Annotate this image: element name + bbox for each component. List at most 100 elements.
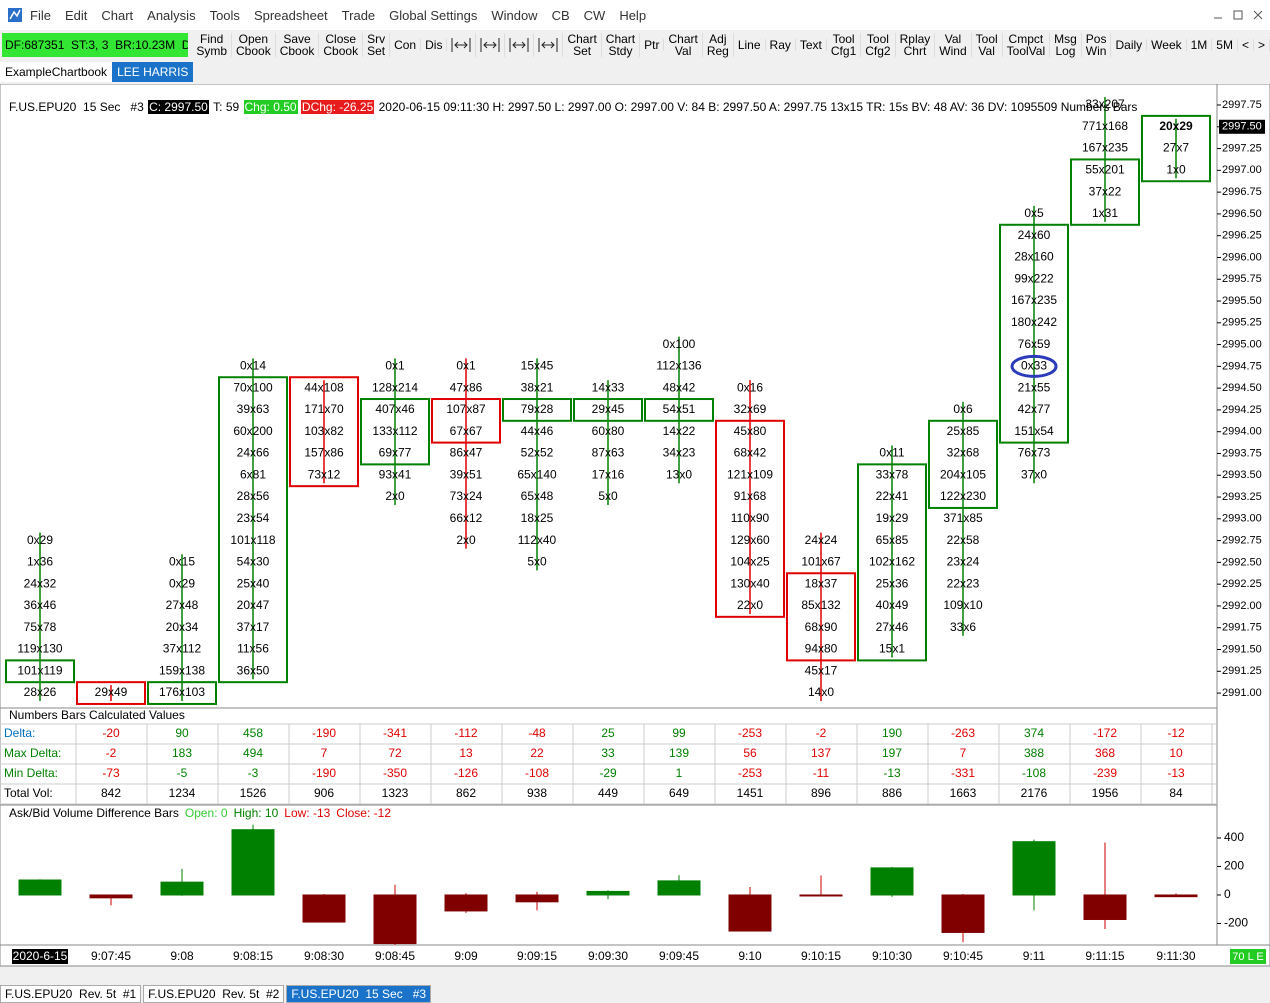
- bar-cell: 65x85: [876, 533, 909, 547]
- bar-cell: 24x66: [237, 446, 270, 460]
- toolbar-button[interactable]: Tool Cfg1: [827, 33, 862, 57]
- toolbar-button[interactable]: >: [1254, 39, 1270, 51]
- table-value: 84: [1169, 786, 1183, 800]
- price-label: 2996.75: [1222, 186, 1262, 198]
- menu-item[interactable]: File: [30, 7, 51, 23]
- toolbar-button[interactable]: Val Wind: [935, 33, 972, 57]
- toolbar-button[interactable]: Close Cbook: [319, 33, 364, 57]
- bar-cell: 54x30: [237, 555, 270, 569]
- toolbar-button[interactable]: Text: [796, 39, 827, 51]
- toolbar-button[interactable]: Chart Set: [563, 33, 602, 57]
- table-value: -2: [816, 726, 827, 740]
- close: C: 2997.50: [148, 100, 209, 114]
- change: Chg: 0.50: [243, 100, 298, 114]
- chartbook-tab[interactable]: LEE HARRIS: [112, 62, 194, 82]
- toolbar-button[interactable]: Tool Val: [972, 33, 1003, 57]
- bar-cell: 22x41: [876, 489, 909, 503]
- chartbook-tab[interactable]: ExampleChartbook: [0, 62, 113, 82]
- bar-cell: 11x56: [237, 642, 269, 656]
- price-label: 2991.25: [1222, 665, 1262, 677]
- toolbar-button[interactable]: Pos Win: [1082, 33, 1112, 57]
- toolbar-button[interactable]: Chart Val: [664, 33, 703, 57]
- toolbar-button[interactable]: Adj Reg: [703, 33, 734, 57]
- bar-cell: 37x22: [1089, 184, 1122, 198]
- toolbar-button[interactable]: Cmpct ToolVal: [1003, 33, 1051, 57]
- icon-button[interactable]: [505, 33, 535, 57]
- toolbar-button[interactable]: 1M: [1187, 39, 1213, 51]
- menu-item[interactable]: Chart: [101, 7, 134, 23]
- bar-cell: 112x40: [518, 533, 557, 547]
- table-value: -253: [738, 766, 762, 780]
- bottom-tab[interactable]: F.US.EPU20 15 Sec #3: [286, 985, 432, 1003]
- toolbar-button[interactable]: Dis: [421, 39, 448, 51]
- menu-item[interactable]: Trade: [341, 7, 376, 23]
- bar-cell: 76x59: [1018, 337, 1051, 351]
- toolbar-button[interactable]: Open Cbook: [232, 33, 276, 57]
- bar-cell: 112x136: [656, 359, 701, 373]
- toolbar-button[interactable]: <: [1238, 39, 1254, 51]
- time-label: 9:11:30: [1156, 949, 1195, 963]
- bar-body: [573, 398, 643, 422]
- toolbar-button[interactable]: Msg Log: [1050, 33, 1082, 57]
- bar-cell: 87x63: [592, 446, 625, 460]
- toolbar-button[interactable]: Line: [734, 39, 766, 51]
- table-value: 1526: [240, 786, 267, 800]
- menu-item[interactable]: Edit: [64, 7, 88, 23]
- toolbar-button[interactable]: Rplay Chrt: [896, 33, 936, 57]
- table-value: 139: [669, 746, 689, 760]
- menu-item[interactable]: Spreadsheet: [253, 7, 328, 23]
- icon: [538, 38, 558, 52]
- bottom-tab[interactable]: F.US.EPU20 Rev. 5t #1: [0, 985, 142, 1003]
- menu-item[interactable]: Help: [619, 7, 647, 23]
- table-value: 190: [882, 726, 902, 740]
- toolbar-button[interactable]: Find Symb: [192, 33, 233, 57]
- toolbar-button[interactable]: Week: [1147, 39, 1187, 51]
- trades: T: 59: [213, 100, 240, 114]
- icon-button[interactable]: [476, 33, 506, 57]
- toolbar-button[interactable]: Ray: [766, 39, 796, 51]
- bar-cell: 180x242: [1011, 315, 1057, 329]
- candle-body: [373, 894, 417, 945]
- toolbar-button[interactable]: Srv Set: [363, 33, 391, 57]
- table-value: -172: [1093, 726, 1117, 740]
- time-label: 9:10:45: [943, 949, 983, 963]
- toolbar-button[interactable]: Ptr: [640, 39, 665, 51]
- menu-item[interactable]: Tools: [209, 7, 240, 23]
- toolbar-button[interactable]: Daily: [1111, 39, 1148, 51]
- menu-item[interactable]: CB: [551, 7, 570, 23]
- bar-cell: 60x200: [233, 424, 273, 438]
- y-tick-label: 400: [1224, 830, 1244, 844]
- toolbar-button[interactable]: Save Cbook: [276, 33, 320, 57]
- candle-body: [1083, 894, 1127, 920]
- toolbar-button[interactable]: Chart Stdy: [602, 33, 641, 57]
- window-controls[interactable]: [1206, 6, 1266, 24]
- bottom-tab[interactable]: F.US.EPU20 Rev. 5t #2: [143, 985, 285, 1003]
- time-label: 9:11: [1023, 949, 1046, 963]
- menu-item[interactable]: Global Settings: [389, 7, 478, 23]
- menu-item[interactable]: CW: [583, 7, 606, 23]
- time-label: 9:10: [738, 949, 762, 963]
- toolbar-button[interactable]: Tool Cfg2: [861, 33, 896, 57]
- bar-cell: 5x0: [598, 489, 618, 503]
- icon-button[interactable]: [447, 33, 477, 57]
- icon-button[interactable]: [534, 33, 564, 57]
- toolbar-button[interactable]: 5M: [1212, 39, 1238, 51]
- bar-cell: 60x80: [592, 424, 625, 438]
- symbol: F.US.EPU20 15 Sec #3: [9, 100, 144, 114]
- price-label: 2995.00: [1222, 338, 1262, 350]
- menu-item[interactable]: Analysis: [147, 7, 196, 23]
- bar-cell: 36x46: [24, 598, 57, 612]
- bar-cell: 119x130: [17, 642, 62, 656]
- bar-cell: 22x23: [947, 576, 980, 590]
- status-corner-box: [1230, 949, 1266, 964]
- bar-cell: 21x55: [1018, 380, 1051, 394]
- candle-body: [160, 881, 204, 896]
- menu-item[interactable]: Window: [491, 7, 538, 23]
- bar-cell: 133x112: [372, 424, 417, 438]
- price-label: 2994.25: [1222, 404, 1262, 416]
- bar-body: [786, 572, 856, 662]
- bar-cell: 122x230: [940, 489, 986, 503]
- toolbar-button[interactable]: Con: [390, 39, 422, 51]
- price-label: 2992.75: [1222, 535, 1262, 547]
- bar-cell: 91x68: [734, 489, 767, 503]
